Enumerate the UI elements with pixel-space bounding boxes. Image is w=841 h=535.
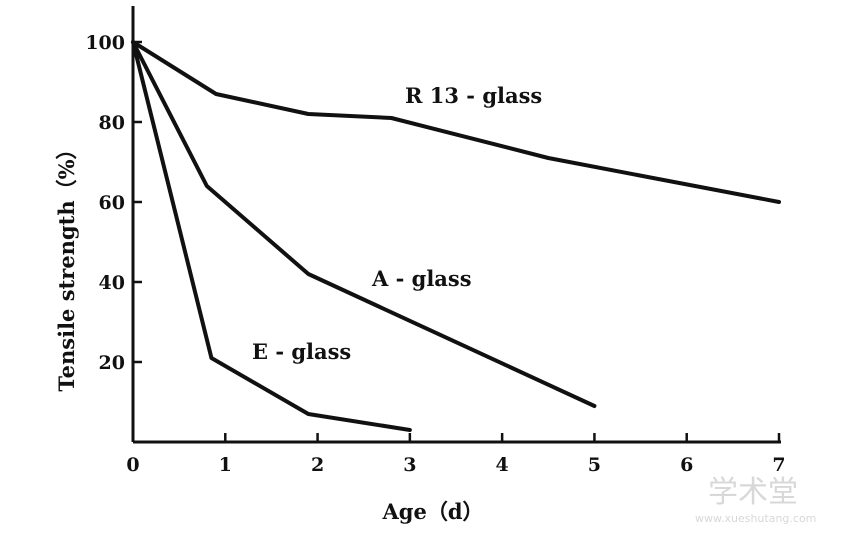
y-tick-label: 100 [85, 32, 125, 54]
x-tick-label: 7 [772, 454, 785, 476]
watermark-url: www.xueshutang.com [695, 512, 816, 525]
y-tick-label: 60 [99, 192, 125, 214]
x-tick-label: 2 [311, 454, 324, 476]
x-tick-label: 5 [588, 454, 601, 476]
series-label: E - glass [252, 339, 351, 364]
axes [131, 6, 781, 444]
x-tick-label: 4 [496, 454, 509, 476]
y-tick-label: 80 [99, 112, 125, 134]
x-tick-label: 1 [219, 454, 232, 476]
series-label: R 13 - glass [405, 83, 542, 108]
x-tick-label: 3 [403, 454, 416, 476]
series-group [131, 40, 781, 432]
series-line [131, 40, 412, 432]
x-tick-label: 0 [126, 454, 139, 476]
y-axis-title: Tensile strength（%） [54, 138, 79, 391]
y-tick-label: 40 [99, 272, 125, 294]
y-ticks: 100 80 60 40 20 [85, 32, 142, 374]
y-tick-label: 20 [99, 352, 125, 374]
series-line [131, 40, 781, 204]
series-label: A - glass [371, 266, 472, 291]
watermark-cn: 学术堂 [708, 475, 798, 510]
x-axis-title: Age（d） [381, 499, 483, 524]
series-line [131, 40, 597, 408]
series-labels: R 13 - glass A - glass E - glass [252, 83, 542, 364]
x-tick-label: 6 [680, 454, 693, 476]
x-ticks: 0 1 2 3 4 5 6 7 [126, 433, 786, 476]
